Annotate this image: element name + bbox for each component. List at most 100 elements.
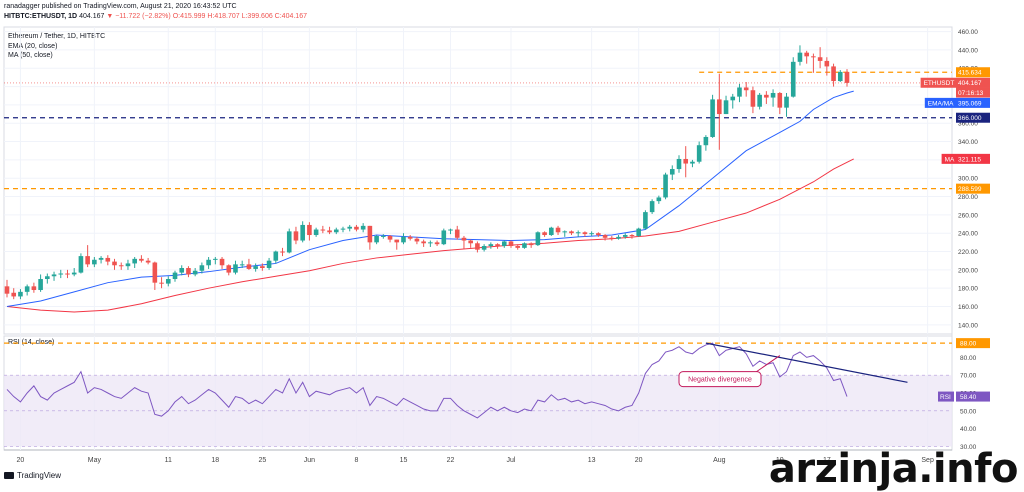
candle-body bbox=[428, 242, 433, 244]
candle-body bbox=[777, 92, 783, 108]
ohlc-values: O:415.999 H:418.707 L:399.606 C:404.167 bbox=[172, 13, 307, 20]
time-tick-label: 13 bbox=[588, 457, 596, 464]
candle-body bbox=[475, 243, 480, 250]
candle-body bbox=[844, 71, 850, 83]
candle-body bbox=[629, 235, 635, 237]
candle-body bbox=[723, 100, 729, 115]
candle-body bbox=[51, 274, 57, 277]
legend-ma: MA (50, close) bbox=[8, 52, 53, 59]
price-label-name: EMA/MA bbox=[928, 100, 954, 107]
rsi-tick-label: 40.00 bbox=[960, 426, 977, 433]
time-tick-label: 17 bbox=[823, 457, 831, 464]
candle-body bbox=[764, 94, 769, 98]
candle-body bbox=[649, 201, 655, 213]
candle-body bbox=[387, 235, 393, 240]
candle-body bbox=[233, 264, 238, 273]
time-tick-label: May bbox=[88, 457, 102, 464]
candle-body bbox=[65, 273, 70, 275]
candle-body bbox=[542, 232, 547, 236]
candle-body bbox=[575, 232, 581, 234]
candle-body bbox=[179, 268, 185, 273]
time-tick-label: 20 bbox=[17, 457, 25, 464]
candle-body bbox=[139, 258, 144, 261]
rsi-88-value: 88.00 bbox=[960, 341, 977, 348]
price-label-box bbox=[956, 67, 990, 78]
time-tick-label: 15 bbox=[400, 457, 408, 464]
candle-body bbox=[414, 238, 420, 242]
candle-body bbox=[790, 61, 796, 97]
candle-body bbox=[663, 174, 668, 198]
candle-body bbox=[38, 279, 43, 291]
candle-body bbox=[811, 56, 816, 58]
ema20-line bbox=[6, 90, 854, 308]
price-label-box bbox=[956, 87, 990, 98]
rsi-tick-label: 80.00 bbox=[960, 355, 977, 362]
legend-ema: EMA (20, close) bbox=[8, 43, 58, 50]
candle-body bbox=[703, 136, 709, 146]
last-price: 404.167 bbox=[79, 13, 105, 20]
price-label-name: ETHUSDT bbox=[924, 80, 955, 87]
candle-body bbox=[737, 87, 742, 97]
price-label-value: 288.599 bbox=[958, 186, 982, 193]
candle-body bbox=[313, 229, 319, 236]
legend-rsi: RSI (14, close) bbox=[8, 339, 55, 346]
price-tick-label: 160.00 bbox=[958, 304, 978, 311]
rsi-tick-label: 70.00 bbox=[960, 373, 977, 380]
price-tick-label: 200.00 bbox=[958, 267, 978, 274]
candle-body bbox=[125, 263, 131, 267]
candle-body bbox=[616, 236, 621, 239]
candle-body bbox=[219, 258, 225, 266]
candle-body bbox=[159, 282, 164, 284]
candle-body bbox=[710, 99, 715, 137]
candle-body bbox=[280, 251, 285, 253]
price-label-tag bbox=[920, 77, 956, 88]
candle-body bbox=[347, 226, 353, 229]
candle-body bbox=[192, 270, 198, 275]
candle-body bbox=[824, 60, 830, 67]
price-label-box bbox=[956, 183, 990, 194]
candle-body bbox=[522, 243, 527, 248]
candle-body bbox=[461, 237, 467, 241]
candle-body bbox=[535, 232, 541, 246]
candle-body bbox=[555, 227, 561, 233]
tradingview-logo-icon bbox=[4, 472, 14, 479]
price-tick-label: 260.00 bbox=[958, 212, 978, 219]
time-tick-label: Aug bbox=[713, 457, 726, 464]
rsi-value-label: 58.40 bbox=[960, 394, 977, 401]
candle-body bbox=[582, 232, 588, 235]
candle-body bbox=[562, 231, 568, 233]
candle-body bbox=[307, 224, 312, 236]
candle-body bbox=[481, 246, 487, 250]
candle-body bbox=[58, 273, 64, 275]
price-label-box bbox=[956, 153, 990, 164]
candle-body bbox=[199, 265, 205, 271]
annotation-box bbox=[678, 371, 762, 388]
candle-body bbox=[71, 272, 77, 275]
candle-body bbox=[757, 94, 762, 107]
candle-body bbox=[327, 230, 332, 233]
candle-body bbox=[831, 66, 836, 82]
candle-body bbox=[286, 231, 292, 253]
candle-body bbox=[421, 241, 426, 244]
candle-body bbox=[165, 279, 171, 284]
candle-body bbox=[320, 229, 326, 231]
candle-body bbox=[643, 212, 648, 229]
price-tick-label: 220.00 bbox=[958, 249, 978, 256]
candle-body bbox=[31, 286, 37, 291]
time-tick-label: Sep bbox=[921, 457, 934, 464]
time-tick-label: 20 bbox=[635, 457, 643, 464]
time-tick-label: 8 bbox=[354, 457, 358, 464]
rsi-tick-label: 30.00 bbox=[960, 444, 977, 451]
price-tick-label: 240.00 bbox=[958, 231, 978, 238]
candle-body bbox=[407, 236, 413, 239]
candle-body bbox=[468, 240, 473, 244]
candle-body bbox=[18, 291, 23, 297]
rsi-tick-label: 50.00 bbox=[960, 408, 977, 415]
candle-body bbox=[743, 87, 749, 91]
candle-body bbox=[696, 145, 702, 162]
divergence-trendline bbox=[705, 342, 908, 383]
candle-body bbox=[797, 52, 803, 62]
time-tick-label: 18 bbox=[211, 457, 219, 464]
time-tick-label: Jun bbox=[304, 457, 315, 464]
